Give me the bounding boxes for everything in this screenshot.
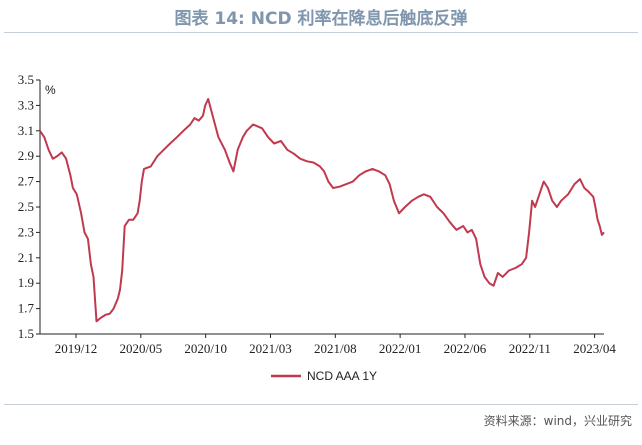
footer-divider bbox=[4, 404, 638, 405]
x-tick-label: 2022/06 bbox=[444, 341, 487, 356]
y-tick-label: 1.9 bbox=[18, 275, 34, 290]
y-tick-label: 2.3 bbox=[18, 224, 34, 239]
x-tick-label: 2020/05 bbox=[120, 341, 163, 356]
y-tick-label: 2.5 bbox=[18, 199, 34, 214]
y-tick-label: 1.7 bbox=[18, 301, 35, 316]
y-tick-label: 3.3 bbox=[18, 97, 34, 112]
y-tick-label: 3.5 bbox=[18, 72, 34, 87]
chart-title: 图表 14: NCD 利率在降息后触底反弹 bbox=[174, 9, 468, 29]
x-tick-label: 2019/12 bbox=[55, 341, 98, 356]
title-divider bbox=[4, 32, 638, 33]
axes: 3.5 3.3 3.1 2.9 2.7 2.5 2.3 2.1 1.9 1.7 1.5 2019/12… bbox=[18, 72, 617, 356]
legend-label: NCD AAA 1Y bbox=[307, 369, 377, 383]
x-tick-label: 2021/08 bbox=[314, 341, 357, 356]
x-tick-label: 2022/01 bbox=[379, 341, 422, 356]
y-axis-unit: % bbox=[45, 83, 56, 97]
legend: NCD AAA 1Y bbox=[271, 369, 377, 383]
y-tick-label: 2.9 bbox=[18, 148, 34, 163]
y-tick-label: 3.1 bbox=[18, 123, 34, 138]
y-tick-label: 2.7 bbox=[18, 174, 35, 189]
x-tick-label: 2022/11 bbox=[509, 341, 551, 356]
plot-area bbox=[39, 98, 605, 323]
series-line bbox=[39, 98, 605, 323]
x-tick-label: 2020/10 bbox=[184, 341, 227, 356]
y-tick-label: 2.1 bbox=[18, 250, 34, 265]
source-note: 资料来源：wind，兴业研究 bbox=[483, 414, 632, 428]
x-tick-label: 2023/04 bbox=[573, 341, 616, 356]
y-tick-label: 1.5 bbox=[18, 326, 34, 341]
x-tick-label: 2021/03 bbox=[249, 341, 292, 356]
